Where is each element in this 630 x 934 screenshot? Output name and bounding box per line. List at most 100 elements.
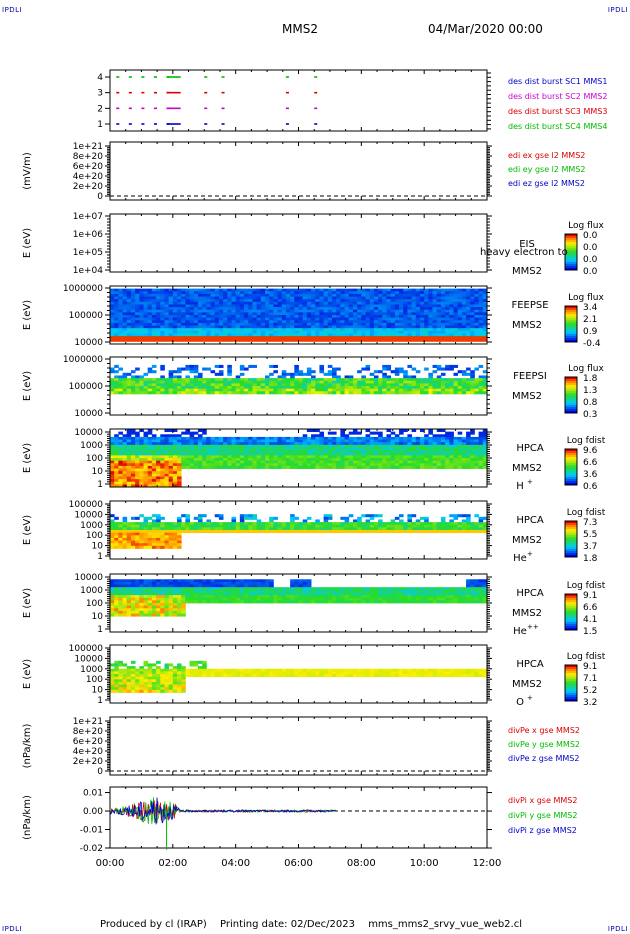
spectrogram-cell (151, 391, 157, 395)
burst-segment (166, 91, 181, 94)
spectrogram-cell (185, 309, 190, 313)
spectrogram-cell (478, 301, 484, 305)
spectrogram-cell (357, 299, 362, 303)
spectrogram-cell (461, 320, 467, 324)
spectrogram-cell (470, 383, 475, 387)
spectrogram-cell (453, 391, 459, 395)
spectrogram-cell (218, 463, 224, 467)
spectrogram-cell (340, 434, 345, 438)
spectrogram-cell (319, 388, 325, 392)
spectrogram-cell (172, 386, 178, 390)
spectrogram-cell (172, 442, 178, 446)
spectrogram-cell (457, 463, 463, 467)
spectrogram-cell (181, 293, 186, 297)
spectrogram-cell (394, 450, 400, 454)
spectrogram-cell (327, 388, 333, 392)
spectrogram-cell (197, 434, 203, 438)
spectrogram-cell (135, 388, 140, 392)
spectrogram-cell (394, 291, 400, 295)
spectrogram-cell (357, 450, 362, 454)
spectrogram-cell (403, 383, 408, 387)
spectrogram-cell (474, 322, 480, 326)
spectrogram-cell (160, 484, 165, 488)
spectrogram-cell (365, 519, 371, 523)
spectrogram-cell (382, 378, 387, 382)
spectrogram-cell (164, 336, 170, 340)
spectrogram-cell (315, 442, 320, 446)
spectrogram-cell (449, 447, 454, 451)
spectrogram-cell (114, 296, 119, 300)
spectrogram-cell (478, 434, 484, 438)
spectrogram-cell (319, 465, 325, 469)
spectrogram-cell (197, 447, 203, 451)
y-tick-label: 4e+20 (73, 172, 104, 182)
spectrogram-cell (407, 312, 412, 316)
spectrogram-cell (399, 391, 404, 395)
spectrogram-cell (118, 455, 123, 459)
spectrogram-cell (482, 301, 488, 305)
spectrogram-cell (461, 458, 467, 462)
spectrogram-cell (319, 320, 325, 324)
spectrogram-cell (227, 309, 232, 313)
spectrogram-cell (428, 328, 433, 332)
spectrogram-cell (185, 380, 190, 384)
spectrogram-cell (415, 463, 421, 467)
spectrogram-cell (164, 444, 170, 448)
spectrogram-cell (432, 370, 438, 374)
spectrogram-cell (239, 514, 245, 518)
spectrogram-cell (445, 458, 450, 462)
spectrogram-cell (428, 460, 433, 464)
spectrogram-cell (281, 309, 287, 313)
spectrogram-cell (461, 439, 467, 443)
spectrogram-cell (260, 322, 266, 326)
spectrogram-cell (340, 439, 345, 443)
spectrogram-cell (474, 312, 480, 316)
spectrogram-cell (394, 304, 400, 308)
spectrogram-cell (156, 484, 161, 488)
spectrogram-cell (411, 429, 417, 433)
spectrogram-cell (357, 530, 362, 534)
spectrogram-cell (419, 455, 425, 459)
colorbar-tick: 6.6 (583, 458, 598, 468)
spectrogram-cell (407, 442, 412, 446)
spectrogram-cell (223, 378, 228, 382)
spectrogram-cell (445, 450, 450, 454)
colorbar-cell (565, 320, 577, 323)
spectrogram-cell (143, 301, 149, 305)
spectrogram-cell (344, 455, 350, 459)
spectrogram-cell (298, 458, 304, 462)
spectrogram-cell (118, 288, 123, 292)
spectrogram-cell (160, 463, 165, 467)
spectrogram-cell (323, 388, 329, 392)
spectrogram-cell (285, 325, 291, 329)
spectrogram-cell (290, 516, 295, 520)
spectrogram-cell (407, 452, 412, 456)
spectrogram-cell (311, 527, 316, 531)
spectrogram-cell (197, 320, 203, 324)
spectrogram-cell (298, 450, 304, 454)
spectrogram-cell (189, 463, 195, 467)
colorbar-cell (565, 475, 577, 478)
spectrogram-cell (361, 383, 366, 387)
spectrogram-cell (378, 458, 383, 462)
spectrogram-cell (415, 465, 421, 469)
spectrogram-cell (126, 325, 132, 329)
spectrogram-cell (193, 527, 199, 531)
spectrogram-cell (110, 317, 115, 321)
spectrogram-cell (197, 439, 203, 443)
spectrogram-cell (327, 452, 333, 456)
spectrogram-cell (419, 452, 425, 456)
spectrogram-cell (369, 299, 375, 303)
spectrogram-cell (474, 288, 480, 292)
spectrogram-cell (390, 436, 396, 440)
spectrogram-cell (394, 309, 400, 313)
spectrogram-cell (457, 304, 463, 308)
spectrogram-cell (235, 299, 241, 303)
spectrogram-cell (390, 336, 396, 340)
spectrogram-cell (235, 450, 241, 454)
spectrogram-cell (302, 325, 308, 329)
spectrogram-cell (390, 307, 396, 311)
spectrogram-cell (114, 535, 119, 539)
spectrogram-cell (252, 524, 258, 528)
spectrogram-cell (277, 444, 283, 448)
